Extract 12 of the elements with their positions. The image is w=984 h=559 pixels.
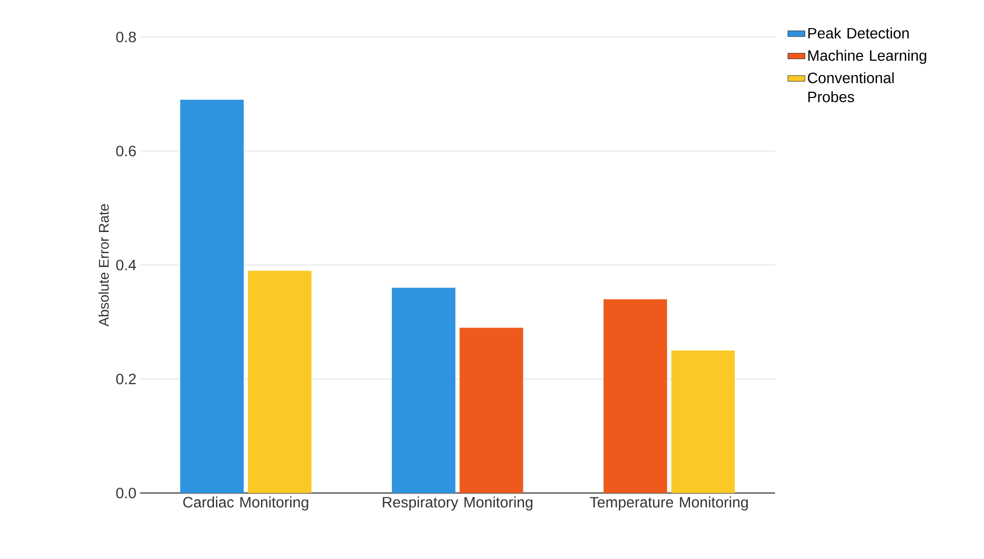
y-tick-label: 0.8 <box>116 32 136 42</box>
legend-label: Machine Learning <box>808 50 926 64</box>
y-tick-label: 0.4 <box>116 260 136 270</box>
y-tick-label: 0.2 <box>116 374 136 384</box>
x-tick-label: Temperature Monitoring <box>590 496 748 510</box>
legend-label: Peak Detection <box>808 28 909 39</box>
y-tick-label: 0.6 <box>116 146 136 156</box>
x-tick-label: Respiratory Monitoring <box>382 496 532 510</box>
x-tick-label: Cardiac Monitoring <box>183 496 308 510</box>
y-tick-label: 0.0 <box>116 488 136 498</box>
legend-label: Conventional Probes <box>808 72 894 102</box>
y-axis-title: Absolute Error Rate <box>98 204 109 326</box>
